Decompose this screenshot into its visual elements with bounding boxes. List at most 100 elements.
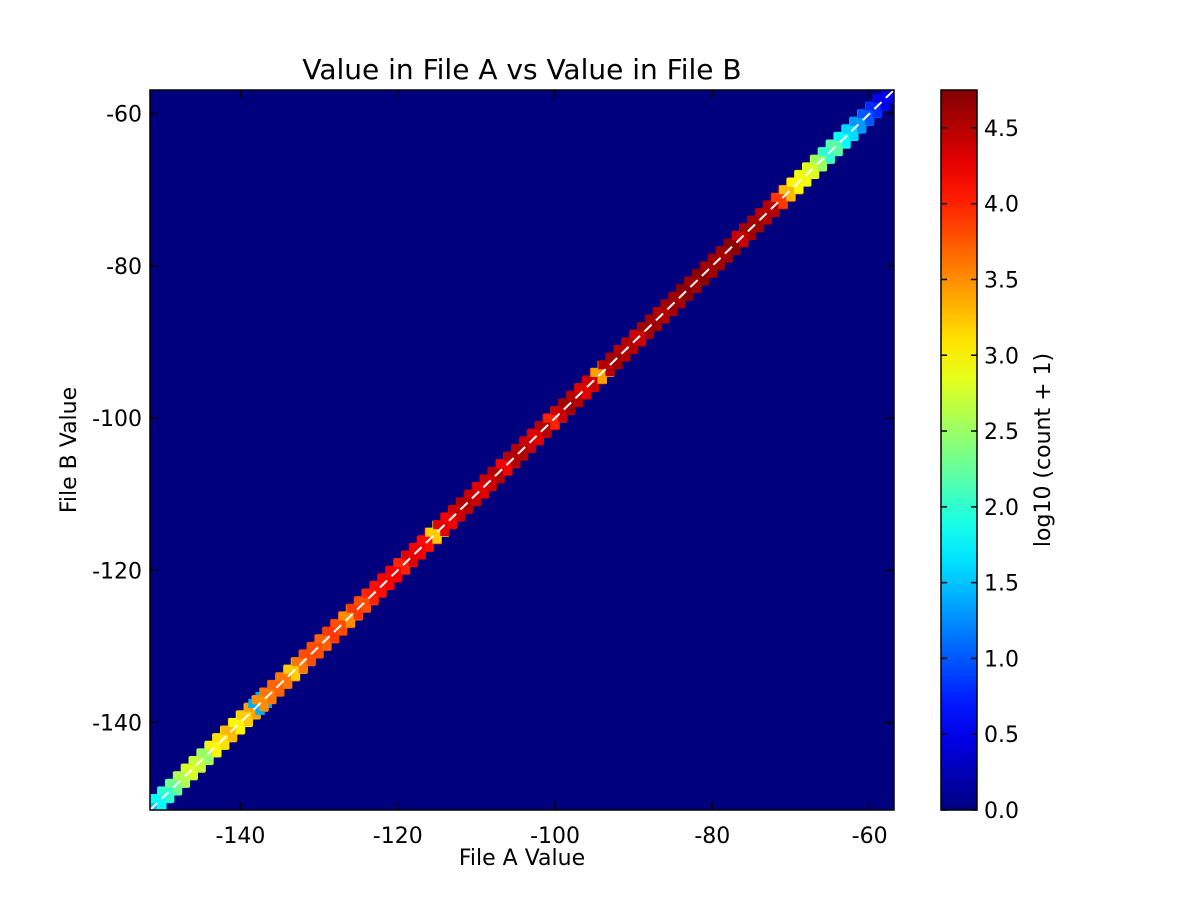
heatmap-cell — [267, 679, 278, 689]
heatmap-cell — [794, 169, 805, 180]
colorbar-tick-label: 4.5 — [984, 117, 1019, 142]
heatmap-cell — [393, 572, 403, 582]
y-tick-label: -60 — [106, 103, 142, 128]
heatmap-cell — [684, 284, 694, 294]
heatmap-cell — [708, 253, 718, 263]
heatmap-cell — [802, 162, 813, 172]
heatmap-cell — [660, 313, 670, 323]
heatmap-cell — [385, 573, 395, 583]
heatmap-cell — [361, 596, 371, 606]
heatmap-cell — [275, 672, 286, 682]
heatmap-cell — [872, 108, 883, 118]
heatmap-cell — [581, 383, 592, 393]
heatmap-cell — [841, 138, 851, 148]
heatmap-cell — [314, 648, 324, 658]
heatmap-cell — [488, 466, 498, 476]
heatmap-cell — [464, 489, 475, 499]
heatmap-cell — [424, 542, 434, 552]
heatmap-cell — [652, 321, 662, 331]
heatmap-cell — [401, 550, 412, 560]
heatmap-cell — [456, 497, 467, 507]
heatmap-cell — [345, 618, 356, 628]
heatmap-cell — [164, 793, 175, 803]
heatmap-cell — [220, 725, 231, 735]
heatmap-cell — [636, 329, 647, 339]
heatmap-cell — [746, 230, 757, 240]
heatmap-cell — [510, 458, 521, 468]
colorbar-tick-label: 3.5 — [984, 268, 1019, 293]
heatmap-cell — [786, 191, 796, 202]
heatmap-cell — [157, 800, 167, 810]
chart-title: Value in File A vs Value in File B — [302, 53, 741, 86]
heatmap-cell — [205, 740, 215, 750]
heatmap-cell — [252, 695, 262, 705]
heatmap-cell — [235, 717, 246, 728]
heatmap-cell — [283, 664, 294, 674]
heatmap-cell — [660, 306, 670, 317]
heatmap-cell — [157, 786, 168, 796]
heatmap-cell — [330, 618, 341, 629]
heatmap-cell — [589, 382, 600, 392]
colorbar-tick-label: 0.5 — [984, 723, 1019, 748]
heatmap-cell — [700, 261, 710, 271]
heatmap-cell — [707, 268, 718, 278]
heatmap-cell — [621, 351, 631, 361]
heatmap-cell — [432, 527, 442, 537]
x-tick-label: -80 — [694, 824, 730, 849]
heatmap-cell — [786, 185, 796, 195]
heatmap-cell — [810, 154, 821, 164]
heatmap-cell — [542, 427, 552, 438]
heatmap-cell — [731, 245, 741, 255]
heatmap-cell — [771, 192, 781, 202]
heatmap-cell — [259, 701, 269, 712]
heatmap-cell — [628, 344, 639, 354]
heatmap-cell — [448, 519, 458, 529]
y-tick-label: -100 — [92, 407, 142, 432]
heatmap-cell — [518, 450, 529, 460]
heatmap-cell — [259, 695, 269, 705]
heatmap-cell — [416, 549, 427, 559]
plot-frame — [149, 89, 895, 811]
heatmap-cell — [227, 732, 238, 742]
colorbar-label: log10 (count + 1) — [1031, 353, 1056, 547]
heatmap-cell — [463, 504, 474, 514]
heatmap-cell — [440, 520, 450, 530]
heatmap-cell — [307, 641, 317, 651]
x-axis: -140 -120 -100 -80 -60 — [215, 90, 888, 849]
heatmap-cell — [865, 101, 876, 111]
heatmap-cell — [857, 109, 868, 119]
identity-line — [150, 90, 894, 810]
colorbar-tick-label: 3.0 — [984, 344, 1019, 369]
heatmap-cell — [684, 276, 695, 286]
colorbar-tick-label: 1.5 — [984, 572, 1019, 597]
heatmap-cell — [637, 322, 648, 332]
heatmap-cell — [739, 237, 749, 247]
heatmap-cell — [503, 465, 513, 476]
heatmap-cell — [267, 694, 277, 704]
heatmap-cell — [314, 641, 324, 651]
heatmap-cell — [377, 587, 387, 597]
heatmap-cell — [629, 329, 640, 339]
heatmap-cell — [606, 352, 616, 362]
heatmap-cell — [378, 573, 388, 583]
heatmap-cell — [739, 230, 749, 240]
heatmap-cell — [471, 496, 482, 506]
heatmap-cell — [291, 657, 302, 667]
heatmap-cell — [181, 763, 191, 773]
heatmap-cell — [833, 139, 843, 149]
heatmap-cell — [598, 360, 608, 370]
heatmap-cell — [864, 115, 875, 126]
heatmap-cell — [778, 199, 788, 209]
y-tick-label: -120 — [92, 559, 142, 584]
heatmap-cell — [636, 336, 647, 346]
heatmap-cell — [487, 474, 497, 484]
heatmap-cell — [794, 184, 804, 194]
heatmap-cell — [581, 389, 592, 400]
heatmap-cell — [290, 671, 301, 681]
heatmap-cell — [385, 565, 396, 575]
x-tick-label: -100 — [530, 824, 580, 849]
heatmap-cell — [353, 610, 364, 620]
heatmap-cell — [809, 162, 820, 172]
heatmap-cell — [731, 230, 742, 240]
heatmap-cell — [440, 526, 450, 537]
